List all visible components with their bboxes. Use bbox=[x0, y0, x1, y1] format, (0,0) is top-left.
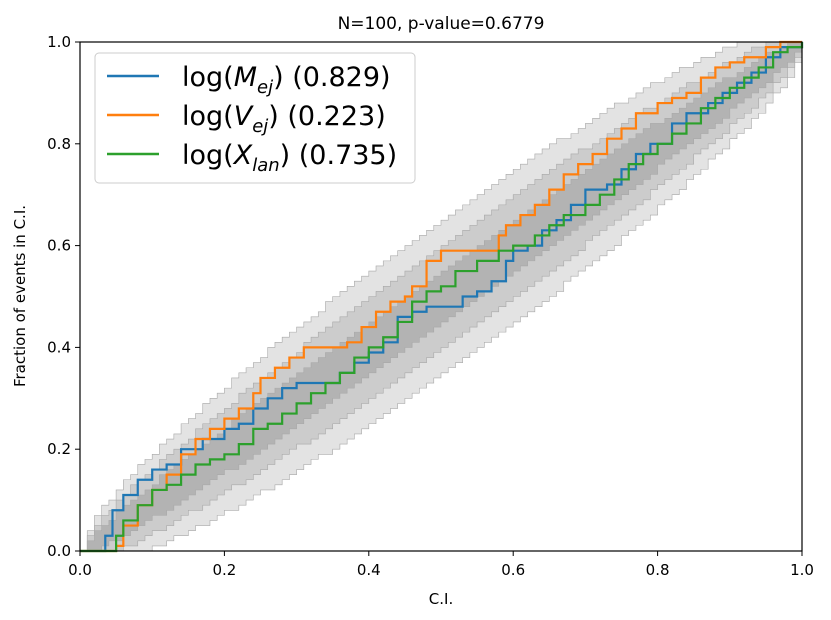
y-tick-label: 0.4 bbox=[47, 338, 71, 356]
x-axis-label: C.I. bbox=[429, 590, 453, 608]
x-tick-label: 1.0 bbox=[790, 561, 814, 579]
legend-label: log(Mej) (0.829) bbox=[182, 62, 391, 98]
x-tick-label: 0.4 bbox=[357, 561, 381, 579]
y-axis-label: Fraction of events in C.I. bbox=[11, 205, 29, 387]
y-tick-label: 0.2 bbox=[47, 440, 71, 458]
y-tick-label: 0.8 bbox=[47, 135, 71, 153]
x-tick-label: 0.6 bbox=[501, 561, 525, 579]
x-axis-ticks: 0.0 0.2 0.4 0.6 0.8 1.0 bbox=[68, 551, 814, 579]
series-line-xlan bbox=[80, 42, 804, 553]
legend-label: log(Xlan) (0.735) bbox=[182, 140, 397, 176]
y-tick-label: 1.0 bbox=[47, 33, 71, 51]
x-tick-label: 0.8 bbox=[646, 561, 670, 579]
x-tick-label: 0.0 bbox=[68, 561, 92, 579]
series-lines bbox=[80, 40, 804, 553]
legend: log(Mej) (0.829)log(Vej) (0.223)log(Xlan… bbox=[94, 52, 416, 184]
series-line-mej bbox=[80, 42, 804, 553]
x-tick-label: 0.2 bbox=[212, 561, 236, 579]
y-axis-ticks: 0.0 0.2 0.4 0.6 0.8 1.0 bbox=[47, 33, 80, 560]
series-line-vej bbox=[80, 40, 802, 553]
legend-box bbox=[94, 52, 416, 184]
y-tick-label: 0.0 bbox=[47, 542, 71, 560]
chart-title: N=100, p-value=0.6779 bbox=[338, 14, 545, 34]
y-tick-label: 0.6 bbox=[47, 237, 71, 255]
legend-label: log(Vej) (0.223) bbox=[182, 101, 386, 137]
plot-frame bbox=[79, 41, 803, 552]
